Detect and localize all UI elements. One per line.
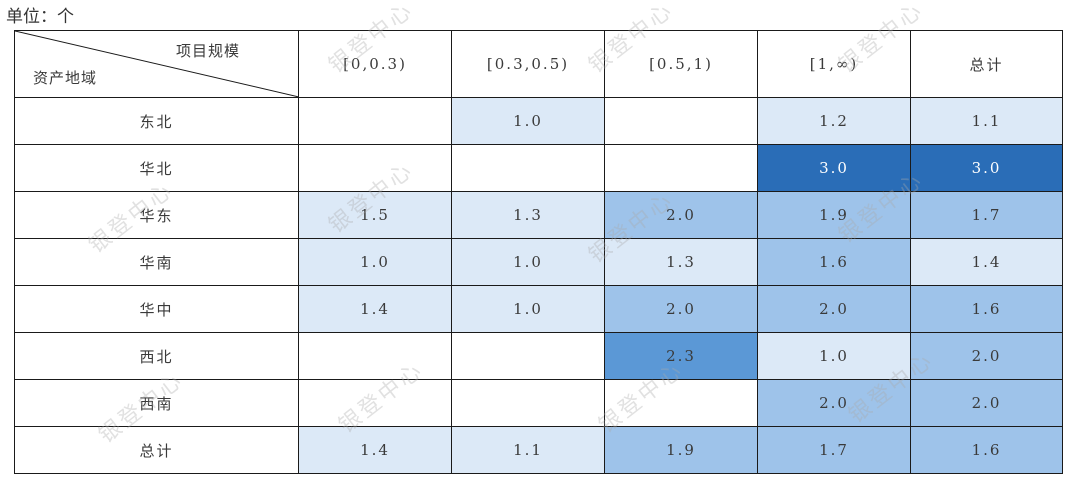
value-cell xyxy=(451,144,605,192)
value-cell: 2.3 xyxy=(604,332,758,380)
value-cell: 1.1 xyxy=(910,97,1063,145)
value-cell: 1.9 xyxy=(757,191,911,239)
value-cell: 1.5 xyxy=(298,191,452,239)
row-header-cell: 西南 xyxy=(14,379,299,427)
value-cell xyxy=(298,97,452,145)
row-header-cell: 西北 xyxy=(14,332,299,380)
table-row: 东北 1.0 1.2 1.1 xyxy=(14,97,1063,145)
value-cell: 1.0 xyxy=(298,238,452,286)
value-cell xyxy=(298,144,452,192)
column-header: [0.5,1) xyxy=(604,30,758,98)
value-cell xyxy=(451,379,605,427)
row-header-cell: 华东 xyxy=(14,191,299,239)
row-axis-label: 资产地域 xyxy=(33,69,98,87)
value-cell xyxy=(298,332,452,380)
value-cell: 1.3 xyxy=(451,191,605,239)
value-cell xyxy=(604,144,758,192)
value-cell: 2.0 xyxy=(910,332,1063,380)
value-cell: 1.4 xyxy=(910,238,1063,286)
value-cell: 1.0 xyxy=(757,332,911,380)
row-header-cell: 东北 xyxy=(14,97,299,145)
value-cell: 1.7 xyxy=(910,191,1063,239)
table-row: 总计 1.4 1.1 1.9 1.7 1.6 xyxy=(14,426,1063,474)
value-cell: 1.0 xyxy=(451,97,605,145)
column-header: [0.3,0.5) xyxy=(451,30,605,98)
corner-diagonal xyxy=(15,31,299,97)
value-cell: 1.4 xyxy=(298,285,452,333)
value-cell: 1.6 xyxy=(757,238,911,286)
value-cell: 1.1 xyxy=(451,426,605,474)
column-axis-label: 项目规模 xyxy=(175,42,240,60)
value-cell: 2.0 xyxy=(910,379,1063,427)
value-cell: 2.0 xyxy=(604,191,758,239)
column-header: [0,0.3) xyxy=(298,30,452,98)
value-cell xyxy=(451,332,605,380)
value-cell xyxy=(604,97,758,145)
unit-label: 单位：个 xyxy=(6,7,74,27)
value-cell: 1.0 xyxy=(451,238,605,286)
table-row: 华东 1.5 1.3 2.0 1.9 1.7 xyxy=(14,191,1063,239)
value-cell: 1.6 xyxy=(910,285,1063,333)
row-header-cell: 总计 xyxy=(14,426,299,474)
table-row: 华南 1.0 1.0 1.3 1.6 1.4 xyxy=(14,238,1063,286)
value-cell: 1.6 xyxy=(910,426,1063,474)
value-cell: 1.4 xyxy=(298,426,452,474)
value-cell: 1.9 xyxy=(604,426,758,474)
value-cell: 2.0 xyxy=(757,285,911,333)
value-cell: 1.2 xyxy=(757,97,911,145)
value-cell: 3.0 xyxy=(757,144,911,192)
value-cell xyxy=(604,379,758,427)
header-row: 项目规模 资产地域 [0,0.3) [0.3,0.5) [0.5,1) [1,∞… xyxy=(14,30,1063,98)
corner-header-cell: 项目规模 资产地域 xyxy=(14,30,299,98)
value-cell: 1.3 xyxy=(604,238,758,286)
column-header: 总计 xyxy=(910,30,1063,98)
column-header: [1,∞) xyxy=(757,30,911,98)
value-cell: 2.0 xyxy=(604,285,758,333)
row-header-cell: 华中 xyxy=(14,285,299,333)
table-row: 华中 1.4 1.0 2.0 2.0 1.6 xyxy=(14,285,1063,333)
table-row: 华北 3.0 3.0 xyxy=(14,144,1063,192)
value-cell: 3.0 xyxy=(910,144,1063,192)
value-cell: 1.0 xyxy=(451,285,605,333)
table-row: 西北 2.3 1.0 2.0 xyxy=(14,332,1063,380)
row-header-cell: 华北 xyxy=(14,144,299,192)
value-cell xyxy=(298,379,452,427)
value-cell: 1.7 xyxy=(757,426,911,474)
row-header-cell: 华南 xyxy=(14,238,299,286)
table-row: 西南 2.0 2.0 xyxy=(14,379,1063,427)
heatmap-table: 项目规模 资产地域 [0,0.3) [0.3,0.5) [0.5,1) [1,∞… xyxy=(14,30,1063,474)
value-cell: 2.0 xyxy=(757,379,911,427)
